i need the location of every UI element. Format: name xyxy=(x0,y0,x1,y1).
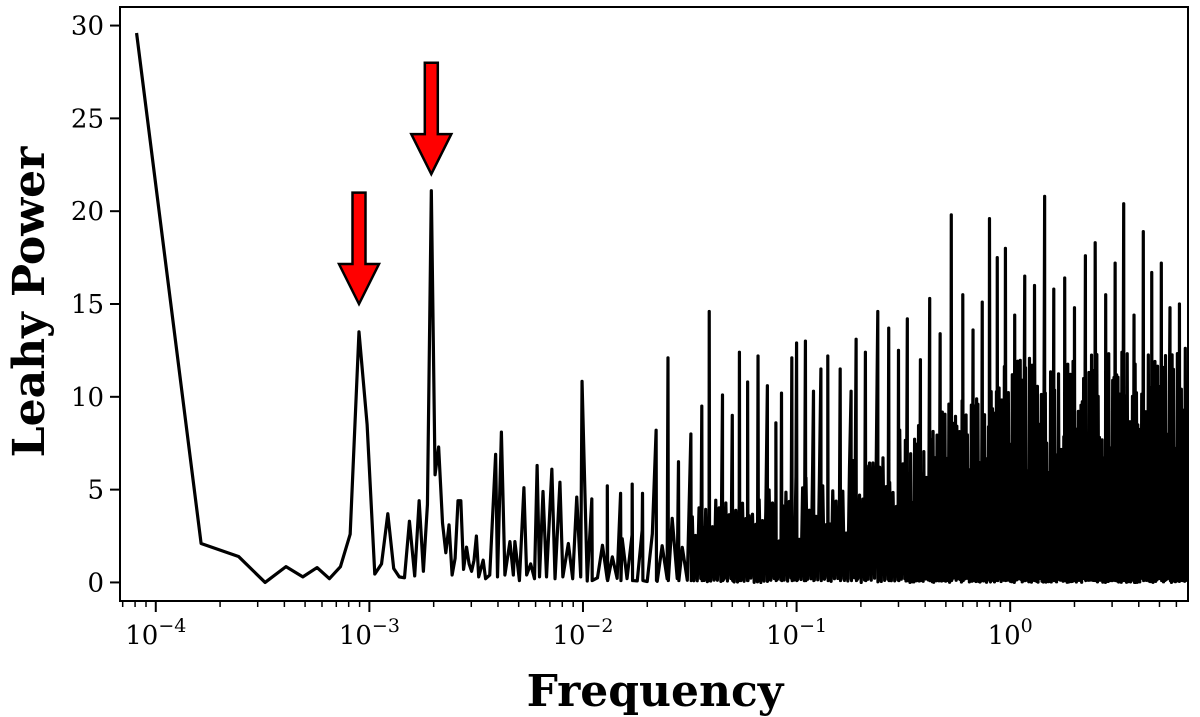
y-axis: 0 5 10 15 20 25 30 xyxy=(71,12,120,598)
x-tick-base: 10 xyxy=(339,621,372,651)
x-tick-label-−1: 10−1 xyxy=(766,615,827,651)
x-tick-exponent: −4 xyxy=(158,615,186,637)
series-layer xyxy=(134,32,1188,585)
x-axis-title: Frequency xyxy=(527,666,785,717)
y-tick-label-10: 10 xyxy=(71,383,104,413)
peak-arrow-1 xyxy=(336,191,382,307)
x-tick-label-0: 100 xyxy=(988,615,1033,651)
peak-arrow-2 xyxy=(409,61,454,177)
y-tick-label-5: 5 xyxy=(87,476,104,506)
x-tick-exponent: −1 xyxy=(799,615,827,637)
x-tick-label-−2: 10−2 xyxy=(552,615,613,651)
x-tick-base: 10 xyxy=(552,621,585,651)
x-tick-exponent: −3 xyxy=(372,615,400,637)
y-tick-label-15: 15 xyxy=(71,290,104,320)
x-tick-exponent: 0 xyxy=(1021,615,1033,637)
y-tick-label-25: 25 xyxy=(71,104,104,134)
y-tick-label-30: 30 xyxy=(71,12,104,42)
x-tick-label-−3: 10−3 xyxy=(339,615,400,651)
power-spectrum-line xyxy=(134,32,1188,585)
x-tick-base: 10 xyxy=(988,621,1021,651)
x-tick-base: 10 xyxy=(766,621,799,651)
y-tick-label-0: 0 xyxy=(87,568,104,598)
y-axis-title: Leahy Power xyxy=(4,146,55,457)
x-tick-exponent: −2 xyxy=(586,615,614,637)
y-tick-label-20: 20 xyxy=(71,197,104,227)
x-tick-base: 10 xyxy=(125,621,158,651)
annotation-layer xyxy=(336,61,454,307)
x-axis: 10−4 10−3 10−2 10−1 100 xyxy=(121,601,1178,651)
x-tick-label-−4: 10−4 xyxy=(125,615,186,651)
